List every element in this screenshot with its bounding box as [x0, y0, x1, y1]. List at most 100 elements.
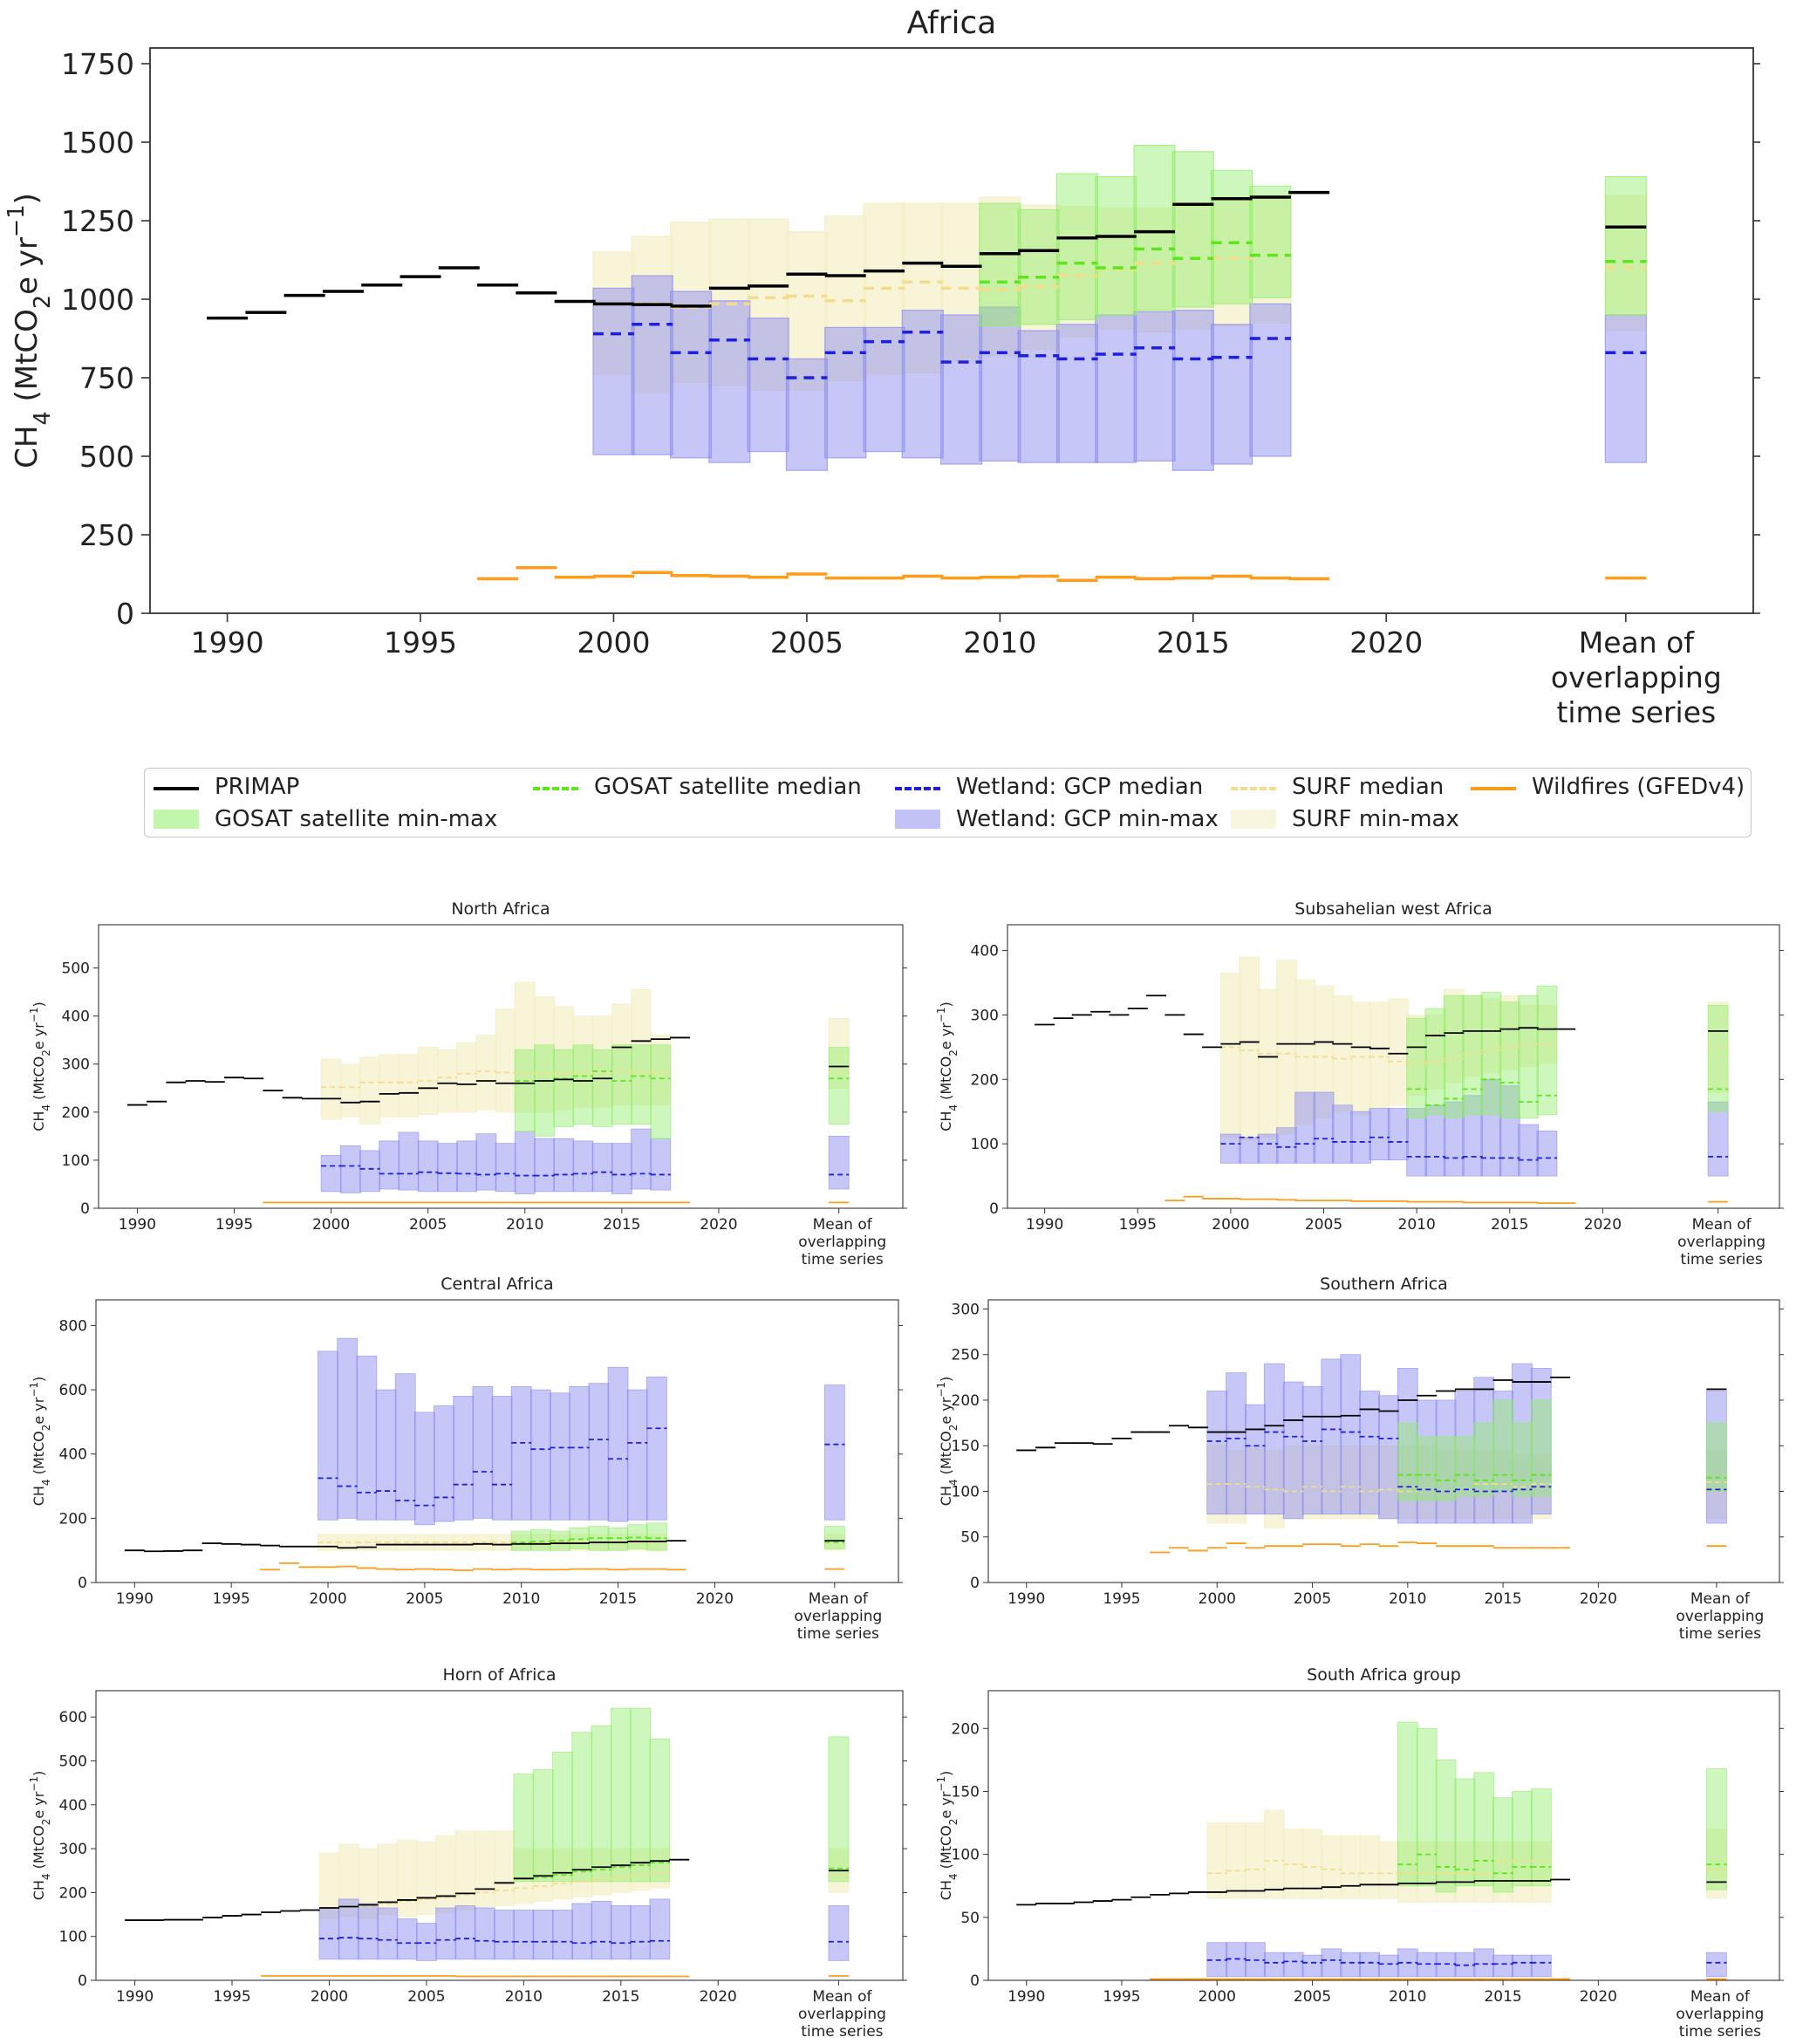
y-tick-label: 200: [62, 1104, 90, 1122]
x-tick-label: 1990: [116, 1988, 154, 2006]
x-tick-label: 1990: [1007, 1590, 1045, 1608]
surf-band: [1340, 1835, 1362, 1899]
gosat-band: [591, 1725, 612, 1883]
x-tick-label: 2010: [502, 1590, 540, 1608]
wetland-band: [494, 1910, 515, 1960]
surf-band: [359, 1056, 380, 1125]
surf-band: [475, 1035, 497, 1111]
gosat-band: [1416, 1727, 1438, 1887]
y-tick-label: 200: [971, 1071, 999, 1089]
wetland-band: [1512, 1954, 1533, 1978]
gosat-band: [611, 1044, 632, 1125]
gosat-band: [1530, 1788, 1552, 1887]
y-tick-label: 500: [79, 440, 134, 474]
gosat-band: [510, 1530, 532, 1551]
y-tick-label: 100: [952, 1847, 980, 1864]
legend-swatch: [154, 810, 199, 829]
wetland-band: [824, 326, 867, 459]
surf-band: [454, 1830, 476, 1911]
gosat-band: [1133, 145, 1176, 311]
gosat-band: [1055, 173, 1099, 320]
surf-band: [398, 1054, 420, 1118]
y-axis-label: CH4 (MtCO2e yr−1): [935, 1771, 960, 1901]
mean-gosat-band: [828, 1736, 850, 1883]
surf-band: [1257, 988, 1279, 1138]
wetland-band: [375, 1389, 397, 1521]
mean-tick-label: time series: [802, 1251, 884, 1268]
x-tick-label: 2000: [1199, 1590, 1236, 1608]
y-tick-label: 1000: [61, 283, 134, 317]
mean-gosat-band: [1604, 176, 1647, 316]
y-tick-label: 0: [78, 1972, 87, 1990]
gosat-band: [1480, 992, 1502, 1116]
surf-band: [437, 1049, 458, 1113]
y-tick-label: 250: [79, 518, 134, 552]
wetland-band: [416, 1923, 437, 1961]
surf-band: [1331, 995, 1353, 1112]
gosat-band: [1492, 1797, 1513, 1893]
mean-tick-label: Mean of: [813, 1216, 873, 1234]
gosat-band: [649, 1738, 671, 1883]
x-tick-label: 2020: [1580, 1590, 1617, 1608]
wetland-band: [513, 1910, 535, 1960]
wetland-band: [320, 1155, 342, 1193]
mean-tick-label: Mean of: [1690, 1590, 1751, 1608]
wetland-band: [339, 1145, 361, 1193]
wetland-band: [571, 1903, 593, 1960]
gosat-band: [979, 202, 1021, 327]
y-tick-label: 100: [59, 1929, 87, 1946]
gosat-band: [650, 1044, 672, 1139]
gosat-band: [1536, 985, 1558, 1116]
wetland-band: [1133, 311, 1176, 461]
wetland-band: [1321, 1948, 1342, 1978]
wetland-band: [572, 1140, 594, 1193]
y-tick-label: 200: [952, 1392, 980, 1410]
x-tick-label: 2015: [1491, 1216, 1528, 1234]
y-tick-label: 0: [80, 1200, 90, 1218]
surf-band: [1387, 998, 1409, 1106]
y-tick-label: 200: [952, 1720, 980, 1738]
wetland-band: [1275, 1127, 1297, 1164]
wetland-band: [475, 1133, 497, 1191]
wetland-band: [747, 318, 789, 453]
wetland-band: [1313, 1091, 1335, 1164]
x-tick-label: 2000: [311, 1988, 348, 2006]
mean-tick-label: Mean of: [809, 1590, 869, 1608]
x-tick-label: 2005: [407, 1988, 445, 2006]
y-tick-label: 200: [59, 1884, 87, 1902]
surf-band: [495, 1008, 516, 1113]
y-tick-label: 0: [970, 1575, 980, 1592]
plot-frame: [95, 1690, 904, 1981]
x-tick-label: 2000: [577, 626, 650, 660]
x-tick-label: 2015: [1484, 1988, 1521, 2006]
wetland-band: [1245, 1404, 1266, 1515]
wetland-band: [318, 1907, 340, 1960]
wetland-band: [417, 1140, 439, 1193]
plot-frame: [1007, 924, 1780, 1209]
gosat-band: [1249, 185, 1292, 298]
surf-band: [379, 1054, 400, 1118]
legend-swatch: [533, 787, 578, 790]
wetland-band: [979, 306, 1021, 461]
surf-band: [1378, 1841, 1399, 1899]
wetland-band: [1206, 1391, 1228, 1515]
mean-surf-band: [1604, 195, 1647, 332]
wetland-band: [708, 300, 751, 463]
mean-tick-label: overlapping: [1676, 1608, 1764, 1625]
y-tick-label: 1500: [61, 126, 134, 160]
gosat-band: [1473, 1772, 1495, 1887]
surf-band: [396, 1839, 418, 1918]
wetland-band: [356, 1356, 378, 1521]
gosat-band: [630, 1707, 651, 1883]
chart-title: Central Africa: [441, 1275, 553, 1294]
gosat-band: [607, 1528, 629, 1551]
wetland-band: [1378, 1395, 1399, 1520]
x-tick-label: 2010: [963, 626, 1036, 660]
wetland-band: [453, 1396, 475, 1521]
mean-gosat-band: [823, 1526, 845, 1549]
wetland-band: [1226, 1372, 1247, 1515]
mean-tick-label: Mean of: [1692, 1216, 1752, 1234]
gosat-band: [1454, 1778, 1476, 1887]
mean-gosat-band: [1705, 1768, 1727, 1890]
gosat-band: [1017, 209, 1060, 325]
